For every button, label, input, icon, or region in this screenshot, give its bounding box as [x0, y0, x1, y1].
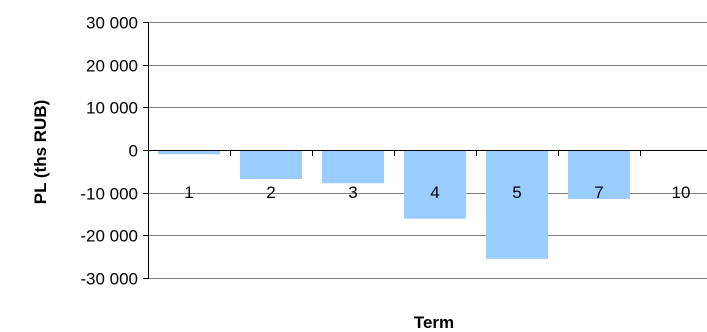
- y-tick-label: 30 000: [86, 14, 138, 33]
- bar: [158, 150, 220, 155]
- y-tick-label: -30 000: [80, 270, 138, 289]
- x-tick-label: 7: [594, 183, 603, 202]
- tick-labels: 30 000 20 000 10 000 0 -10 000 -20 000 -30 000…: [80, 14, 690, 289]
- x-tick-label: 3: [348, 183, 357, 202]
- axes: [143, 22, 707, 279]
- y-tick-label: -20 000: [80, 227, 138, 246]
- y-tick-label: 0: [129, 142, 138, 161]
- x-tick-label: 1: [184, 183, 193, 202]
- bar: [240, 150, 302, 180]
- x-tick-label: 2: [266, 183, 275, 202]
- x-axis-title: Term: [414, 313, 454, 332]
- y-axis-title: PL (ths RUB): [31, 100, 50, 205]
- bar: [322, 150, 384, 184]
- x-tick-label: 5: [512, 183, 521, 202]
- y-tick-label: 20 000: [86, 57, 138, 76]
- gridlines: [148, 22, 707, 279]
- x-tick-label: 10: [672, 183, 691, 202]
- bar: [486, 150, 548, 259]
- y-tick-label: 10 000: [86, 99, 138, 118]
- y-tick-label: -10 000: [80, 185, 138, 204]
- bar: [568, 150, 630, 200]
- bar: [404, 150, 466, 219]
- bars: [158, 150, 630, 259]
- x-tick-label: 4: [430, 183, 439, 202]
